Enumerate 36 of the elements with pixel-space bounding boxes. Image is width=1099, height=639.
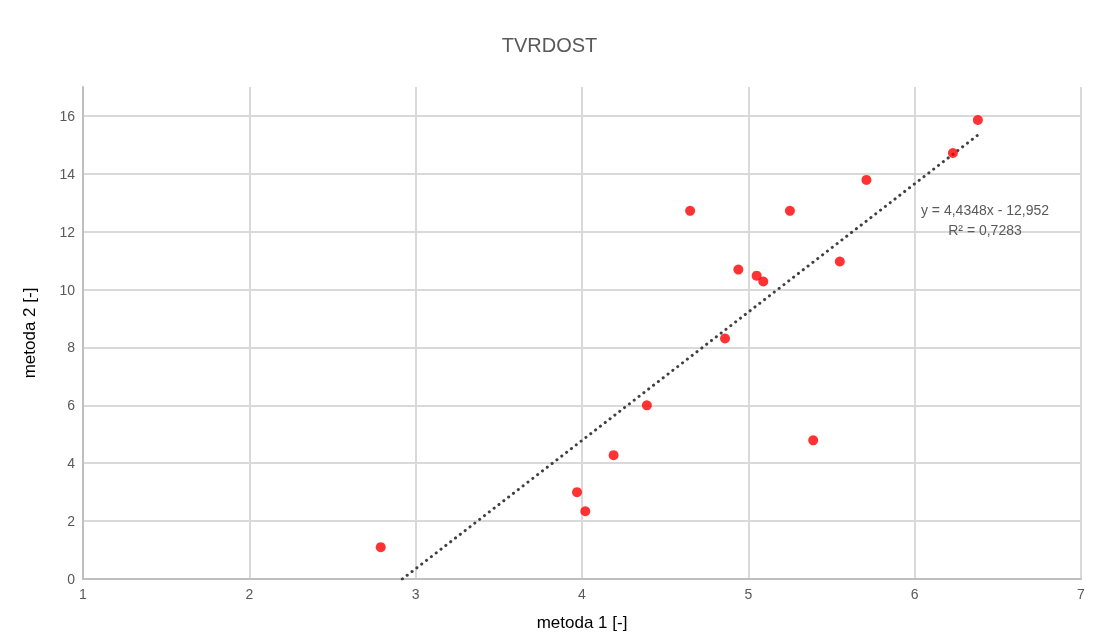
x-tick-label: 2 bbox=[245, 586, 254, 602]
annotation: y = 4,4348x - 12,952 R² = 0,7283 bbox=[920, 202, 1050, 238]
y-axis-title: metoda 2 [-] bbox=[20, 287, 39, 379]
point bbox=[947, 147, 958, 158]
y-tick-label: 12 bbox=[59, 223, 76, 240]
point bbox=[572, 487, 583, 498]
y-tick-label: 10 bbox=[59, 281, 76, 298]
x-tick-label: 4 bbox=[578, 586, 587, 602]
point bbox=[608, 450, 619, 461]
point bbox=[641, 400, 652, 411]
x-tick-label: 7 bbox=[1077, 586, 1086, 602]
y-tick-label: 8 bbox=[67, 339, 76, 356]
y-tick-label: 0 bbox=[67, 571, 76, 587]
point bbox=[733, 264, 744, 275]
point bbox=[720, 333, 731, 344]
point bbox=[580, 506, 591, 517]
y-tick-label: 16 bbox=[59, 107, 76, 124]
chart-title: TVRDOST bbox=[501, 34, 598, 56]
x-tick-label: 5 bbox=[744, 586, 753, 602]
point bbox=[758, 276, 769, 287]
point bbox=[972, 115, 983, 125]
y-tick-label: 14 bbox=[59, 165, 76, 182]
point bbox=[375, 542, 386, 553]
x-axis-title: metoda 1 [-] bbox=[536, 613, 628, 632]
x-tick-label: 3 bbox=[411, 586, 420, 602]
point bbox=[834, 256, 845, 267]
y-tick-label: 2 bbox=[67, 513, 76, 530]
y-tick-label: 6 bbox=[67, 397, 76, 414]
point bbox=[861, 174, 872, 185]
point bbox=[751, 270, 762, 281]
point bbox=[685, 205, 696, 216]
point bbox=[784, 205, 795, 216]
point bbox=[808, 435, 819, 446]
x-tick-label: 6 bbox=[910, 586, 919, 602]
y-tick-label: 4 bbox=[67, 455, 76, 472]
x-tick-label: 1 bbox=[79, 586, 88, 602]
